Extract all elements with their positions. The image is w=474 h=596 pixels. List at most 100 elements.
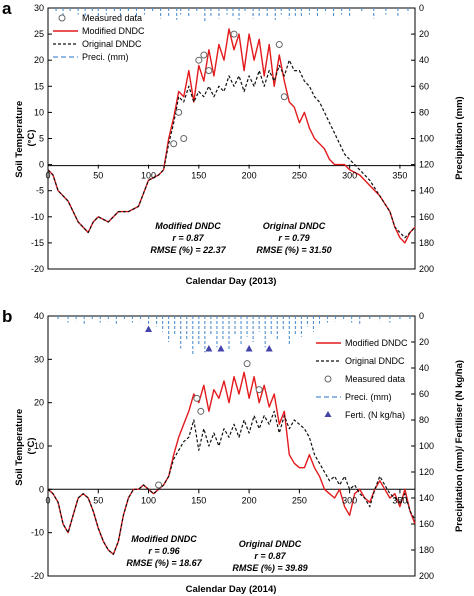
legend-b-measured-marker <box>324 375 332 383</box>
x-tick-label-a-6: 300 <box>342 171 357 181</box>
right-tick-label-b-1: 20 <box>419 337 429 347</box>
ferti-marker-b-1 <box>205 345 213 352</box>
annotation-b-original-line2: r = 0.87 <box>254 551 286 561</box>
left-tick-label-a-2: 20 <box>34 55 44 65</box>
right-tick-label-b-5: 100 <box>419 441 434 451</box>
right-ticks-a: 0 20 40 60 80 100 120 140 160 180 200 <box>411 3 434 274</box>
y-axis-label-left-a-line1: Soil Temperature <box>14 101 25 178</box>
y-axis-label-left-b-line1: Soil Temperature <box>14 409 25 486</box>
x-tick-label-b-2: 100 <box>141 495 156 505</box>
right-tick-label-b-10: 200 <box>419 571 434 581</box>
legend-b-ferti-marker <box>324 411 332 417</box>
left-tick-label-b-5: -10 <box>31 528 44 538</box>
left-tick-label-a-1: 25 <box>34 29 44 39</box>
legend-a-measured-label: Measured data <box>82 13 142 23</box>
series-lines-b <box>47 371 416 555</box>
right-tick-label-b-4: 80 <box>419 415 429 425</box>
left-tick-label-a-5: 5 <box>39 134 44 144</box>
annotation-b-original-line1: Original DNDC <box>239 539 302 549</box>
left-tick-label-a-4: 10 <box>34 107 44 117</box>
legend-b-original-label: Original DNDC <box>345 356 405 366</box>
measured-point-a-8 <box>280 93 288 101</box>
measured-point-b-3 <box>243 360 251 368</box>
left-tick-label-a-8: -10 <box>31 212 44 222</box>
y-axis-label-right-b: Precipitation (mm)/ Fertiliser (N kg/ha) <box>454 360 465 532</box>
measured-points-a <box>170 30 288 148</box>
x-tick-label-b-5: 250 <box>292 495 307 505</box>
annotation-b-original-line3: RMSE (%) = 39.89 <box>232 563 307 573</box>
left-tick-label-b-0: 40 <box>34 311 44 321</box>
annotation-a-original: Original DNDC r = 0.79 RMSE (%) = 31.50 <box>256 221 331 255</box>
left-tick-label-b-1: 30 <box>34 354 44 364</box>
ferti-marker-b-2 <box>217 345 225 352</box>
annotation-b-modified-line3: RMSE (%) = 18.67 <box>126 558 202 568</box>
left-tick-label-b-4: 0 <box>39 484 44 494</box>
legend-b-ferti-label: Ferti. (N kg/ha) <box>345 410 405 420</box>
left-tick-label-b-6: -20 <box>31 571 44 581</box>
x-tick-label-a-0: 0 <box>45 171 50 181</box>
annotation-a-modified-line3: RMSE (%) = 22.37 <box>150 245 226 255</box>
x-tick-label-b-0: 0 <box>45 495 50 505</box>
legend-b-precip-label: Preci. (mm) <box>345 392 392 402</box>
annotation-a-original-line1: Original DNDC <box>263 221 326 231</box>
right-tick-label-b-0: 0 <box>419 311 424 321</box>
x-tick-label-a-4: 200 <box>242 171 257 181</box>
series-lines-a <box>47 28 416 244</box>
y-axis-label-left-b-line2: (°C) <box>26 438 37 455</box>
left-tick-label-a-7: -5 <box>36 186 44 196</box>
measured-points-b <box>155 360 263 489</box>
right-tick-label-a-9: 180 <box>419 238 434 248</box>
right-tick-label-a-2: 40 <box>419 55 429 65</box>
x-tick-label-a-5: 250 <box>292 171 307 181</box>
precipitation-bars-b <box>57 316 411 355</box>
left-tick-label-b-3: 10 <box>34 441 44 451</box>
annotation-a-modified-line2: r = 0.87 <box>172 233 204 243</box>
plot-frame-b <box>47 315 416 577</box>
ferti-marker-b-3 <box>245 345 253 352</box>
right-tick-label-a-4: 80 <box>419 107 429 117</box>
right-tick-label-b-9: 180 <box>419 545 434 555</box>
x-axis-label-b: Calendar Day (2014) <box>186 584 277 595</box>
right-tick-label-b-8: 160 <box>419 519 434 529</box>
y-axis-label-right-a: Precipitation (mm) <box>454 96 465 179</box>
annotation-a-original-line2: r = 0.79 <box>278 233 309 243</box>
panel-label-b: b <box>2 307 12 326</box>
left-tick-label-a-10: -20 <box>31 264 44 274</box>
measured-point-a-6 <box>230 30 238 38</box>
right-tick-label-a-5: 100 <box>419 134 434 144</box>
ferti-marker-b-4 <box>265 345 273 352</box>
x-tick-label-b-1: 50 <box>93 495 103 505</box>
measured-point-b-0 <box>155 481 163 489</box>
legend-a-original-label: Original DNDC <box>82 39 142 49</box>
right-tick-label-a-6: 120 <box>419 160 434 170</box>
x-tick-label-b-4: 200 <box>242 495 257 505</box>
legend-a-modified-label: Modified DNDC <box>82 26 145 36</box>
right-tick-label-a-1: 20 <box>419 29 429 39</box>
annotation-b-modified-line2: r = 0.96 <box>148 546 180 556</box>
fertiliser-markers-b <box>145 325 273 352</box>
annotation-a-modified: Modified DNDC r = 0.87 RMSE (%) = 22.37 <box>150 221 226 255</box>
y-axis-label-left-a: Soil Temperature (°C) <box>14 98 37 178</box>
x-tick-label-a-1: 50 <box>93 171 103 181</box>
panel-a-chart: a 0 50 100 150 200 250 300 350 302520151050-5-1… <box>2 0 465 287</box>
left-tick-label-a-3: 15 <box>34 81 44 91</box>
annotation-b-original: Original DNDC r = 0.87 RMSE (%) = 39.89 <box>232 539 307 573</box>
measured-point-b-4 <box>255 386 263 394</box>
measured-point-b-1 <box>193 394 201 402</box>
right-tick-label-b-2: 40 <box>419 363 429 373</box>
legend-b: Modified DNDC Original DNDC Measured dat… <box>316 338 408 420</box>
x-tick-label-a-2: 100 <box>141 171 156 181</box>
annotation-b-modified: Modified DNDC r = 0.96 RMSE (%) = 18.67 <box>126 534 202 568</box>
left-tick-label-a-6: 0 <box>39 160 44 170</box>
x-tick-label-a-3: 150 <box>191 171 206 181</box>
y-axis-label-left-a-line2: (°C) <box>26 130 37 147</box>
x-ticks-a: 0 50 100 150 200 250 300 350 <box>45 164 407 181</box>
legend-b-measured-label: Measured data <box>345 374 405 384</box>
left-tick-label-a-9: -15 <box>31 238 44 248</box>
original-dndc-line-b <box>47 410 416 555</box>
measured-point-a-7 <box>275 41 283 49</box>
precipitation-bars-a <box>55 8 409 22</box>
legend-a: Measured data Modified DNDC Original DND… <box>53 13 145 62</box>
ferti-marker-b-0 <box>145 325 153 332</box>
